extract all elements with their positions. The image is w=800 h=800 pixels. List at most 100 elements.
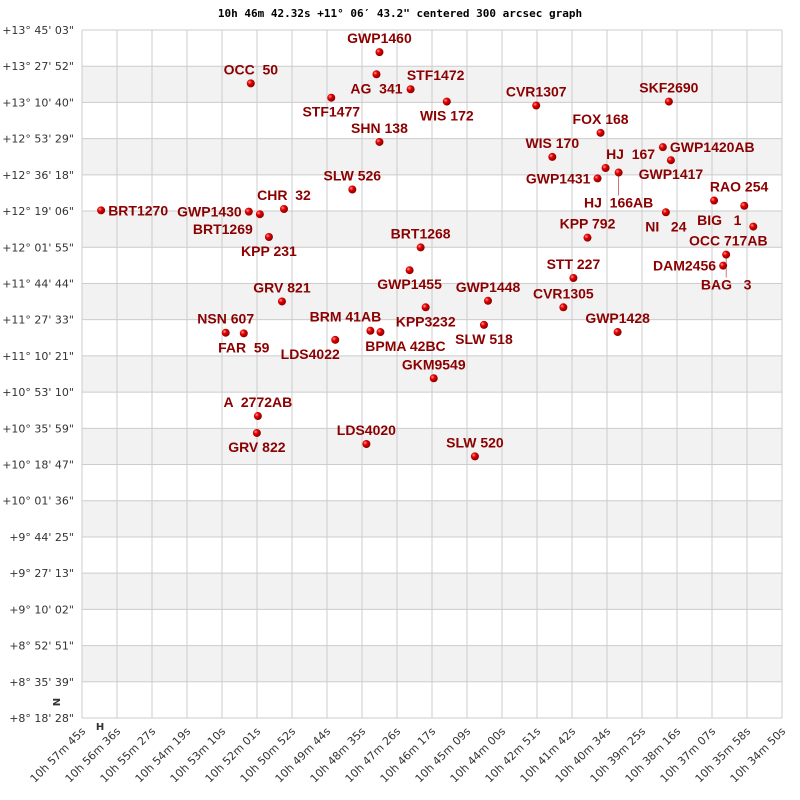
star-marker[interactable] xyxy=(532,101,541,110)
data-point[interactable]: KPP3232 xyxy=(396,303,456,329)
star-marker[interactable] xyxy=(548,152,557,161)
star-marker[interactable] xyxy=(221,328,230,337)
data-point[interactable]: NSN 607 xyxy=(197,311,254,337)
data-point[interactable]: GWP1431 xyxy=(526,170,602,186)
data-point[interactable]: OCC 50 xyxy=(224,61,279,88)
star-marker[interactable] xyxy=(470,452,479,461)
data-point[interactable]: SLW 518 xyxy=(455,320,513,347)
star-marker[interactable] xyxy=(375,48,384,57)
data-point[interactable]: GWP1428 xyxy=(585,310,650,337)
star-marker[interactable] xyxy=(442,97,451,106)
data-point[interactable]: OCC 717AB xyxy=(689,222,768,249)
data-point[interactable]: AG 341 xyxy=(350,70,403,96)
data-point[interactable]: DAM2456 xyxy=(653,258,728,274)
data-point[interactable]: BIG 1 xyxy=(697,201,749,228)
data-point[interactable]: GWP1430 xyxy=(177,204,253,220)
star-marker[interactable] xyxy=(244,207,253,216)
star-marker[interactable] xyxy=(479,320,488,329)
star-marker[interactable] xyxy=(362,440,371,449)
data-point[interactable]: WIS 170 xyxy=(525,135,579,161)
star-marker[interactable] xyxy=(331,335,340,344)
data-point[interactable]: HJ 167 xyxy=(601,146,656,173)
data-point[interactable]: KPP 231 xyxy=(241,233,297,259)
data-point[interactable]: SHN 138 xyxy=(351,120,408,146)
star-marker[interactable] xyxy=(280,205,289,214)
star-marker[interactable] xyxy=(596,128,605,137)
data-point[interactable]: SKF2690 xyxy=(639,80,699,106)
star-marker[interactable] xyxy=(614,168,623,177)
data-point[interactable]: NI 24 xyxy=(645,208,687,234)
star-marker[interactable] xyxy=(252,428,261,437)
star-marker[interactable] xyxy=(710,196,719,205)
data-point[interactable]: RAO 254 xyxy=(710,179,769,205)
star-marker[interactable] xyxy=(366,326,375,335)
data-point[interactable]: STF1472 xyxy=(406,67,465,94)
star-marker[interactable] xyxy=(583,233,592,242)
data-point[interactable]: CVR1305 xyxy=(533,285,594,312)
star-marker[interactable] xyxy=(253,412,262,421)
data-point[interactable]: BRT1270 xyxy=(97,202,168,218)
data-point[interactable]: CVR1307 xyxy=(506,84,567,110)
star-marker[interactable] xyxy=(749,222,758,231)
data-point[interactable]: BAG 3 xyxy=(701,250,752,293)
data-point[interactable]: HJ 166AB xyxy=(584,168,653,211)
data-point[interactable]: BPMA 42BC xyxy=(365,328,446,354)
star-marker[interactable] xyxy=(559,303,568,312)
star-marker[interactable] xyxy=(666,156,675,165)
data-point[interactable]: BRT1269 xyxy=(193,210,264,237)
data-point[interactable]: GWP1460 xyxy=(347,30,412,57)
star-marker[interactable] xyxy=(613,328,622,337)
star-marker[interactable] xyxy=(416,243,425,252)
star-marker[interactable] xyxy=(406,85,415,94)
data-point[interactable]: FOX 168 xyxy=(573,111,629,137)
data-point[interactable]: GWP1417 xyxy=(639,156,704,182)
data-point[interactable]: GWP1455 xyxy=(377,266,442,292)
star-marker[interactable] xyxy=(740,201,749,210)
star-marker[interactable] xyxy=(661,208,670,217)
data-point[interactable]: GWP1448 xyxy=(456,279,521,305)
star-marker[interactable] xyxy=(264,233,273,242)
data-point[interactable]: GWP1420AB xyxy=(658,139,755,155)
star-marker[interactable] xyxy=(593,174,602,183)
data-point[interactable]: A 2772AB xyxy=(224,394,293,421)
star-marker[interactable] xyxy=(372,70,381,79)
star-marker[interactable] xyxy=(277,297,286,306)
data-point[interactable]: SLW 526 xyxy=(324,167,382,194)
star-marker[interactable] xyxy=(722,250,731,259)
star-marker[interactable] xyxy=(421,303,430,312)
data-point[interactable]: KPP 792 xyxy=(560,216,616,242)
y-tick-label: +10° 35' 59" xyxy=(2,422,74,435)
star-marker[interactable] xyxy=(658,143,667,152)
data-point[interactable]: GRV 822 xyxy=(228,428,286,455)
data-point[interactable]: GRV 821 xyxy=(253,279,311,306)
star-marker[interactable] xyxy=(375,137,384,146)
star-marker[interactable] xyxy=(239,329,248,338)
star-marker[interactable] xyxy=(348,185,357,194)
data-point[interactable]: LDS4022 xyxy=(281,335,340,362)
star-marker[interactable] xyxy=(405,266,414,275)
data-point[interactable]: GKM9549 xyxy=(402,356,466,383)
star-marker[interactable] xyxy=(376,328,385,337)
star-marker[interactable] xyxy=(255,210,264,219)
star-marker[interactable] xyxy=(429,374,438,383)
data-point[interactable]: STF1477 xyxy=(302,93,360,120)
star-marker[interactable] xyxy=(664,97,673,106)
star-marker[interactable] xyxy=(484,296,492,305)
star-marker[interactable] xyxy=(97,206,106,215)
star-marker[interactable] xyxy=(601,164,610,173)
data-point[interactable]: BRM 41AB xyxy=(310,309,382,335)
data-point[interactable]: BRT1268 xyxy=(391,225,451,252)
star-label: BRT1268 xyxy=(391,225,451,241)
data-point[interactable]: LDS4020 xyxy=(337,422,396,449)
star-label: AG 341 xyxy=(350,80,402,96)
star-marker[interactable] xyxy=(327,93,336,102)
data-point[interactable]: CHR 32 xyxy=(257,187,311,214)
star-marker[interactable] xyxy=(246,79,255,88)
data-point[interactable]: STT 227 xyxy=(547,256,601,283)
star-marker[interactable] xyxy=(569,274,578,283)
y-tick-label: +13° 10' 40" xyxy=(2,96,74,109)
data-point[interactable]: FAR 59 xyxy=(218,329,270,355)
data-point[interactable]: WIS 172 xyxy=(420,97,474,124)
star-marker[interactable] xyxy=(719,261,728,270)
data-point[interactable]: SLW 520 xyxy=(446,434,504,461)
